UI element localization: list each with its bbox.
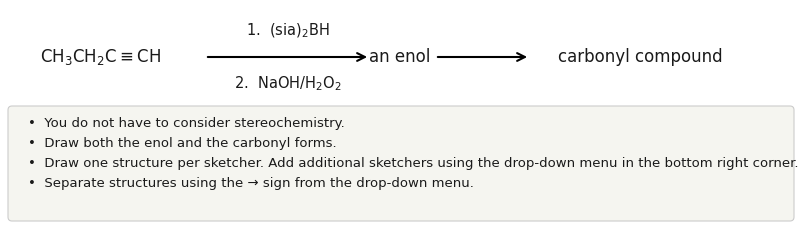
Text: CH$_3$CH$_2$C$\equiv$CH: CH$_3$CH$_2$C$\equiv$CH — [39, 47, 160, 67]
Text: an enol: an enol — [369, 48, 430, 66]
FancyBboxPatch shape — [8, 106, 793, 221]
Text: 2.  NaOH/H$_2$O$_2$: 2. NaOH/H$_2$O$_2$ — [233, 74, 341, 93]
Text: •  Draw both the enol and the carbonyl forms.: • Draw both the enol and the carbonyl fo… — [28, 137, 336, 149]
Text: •  Separate structures using the → sign from the drop-down menu.: • Separate structures using the → sign f… — [28, 176, 473, 189]
Text: 1.  (sia)$_2$BH: 1. (sia)$_2$BH — [245, 22, 329, 40]
Text: carbonyl compound: carbonyl compound — [557, 48, 722, 66]
Text: •  Draw one structure per sketcher. Add additional sketchers using the drop-down: • Draw one structure per sketcher. Add a… — [28, 157, 797, 169]
Text: •  You do not have to consider stereochemistry.: • You do not have to consider stereochem… — [28, 117, 344, 130]
